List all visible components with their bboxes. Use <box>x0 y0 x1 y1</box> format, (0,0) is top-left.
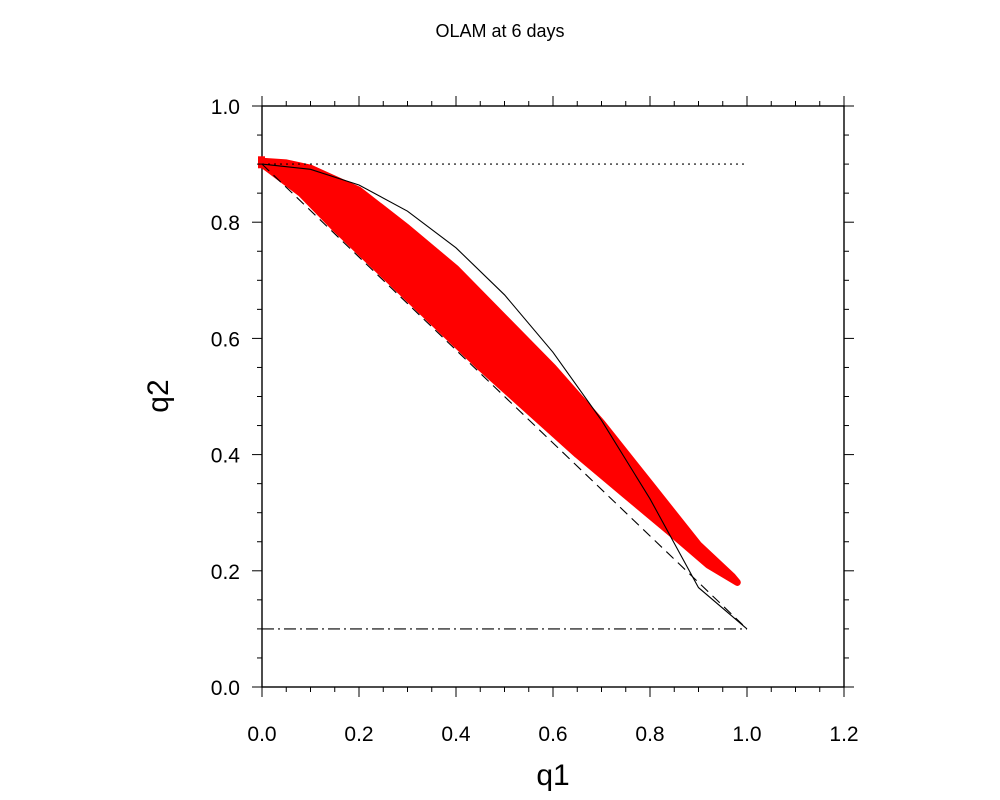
reference-line-curve <box>261 163 748 630</box>
reference-line-dashed <box>261 163 748 630</box>
x-tick-label: 0.2 <box>344 723 373 746</box>
y-tick-label: 0.6 <box>211 328 240 351</box>
axis-ticks <box>252 96 854 697</box>
y-tick-label: 0.8 <box>211 212 240 235</box>
reference-lines <box>261 163 748 630</box>
x-tick-label: 0.4 <box>441 723 471 746</box>
y-tick-label: 1.0 <box>211 96 240 119</box>
x-tick-label: 1.0 <box>732 723 761 746</box>
y-tick-label: 0.2 <box>211 561 240 584</box>
y-axis-label: q2 <box>142 379 175 412</box>
x-tick-label: 0.8 <box>635 723 664 746</box>
x-tick-label: 1.2 <box>829 723 858 746</box>
x-axis-label: q1 <box>536 759 569 792</box>
scatter-points <box>258 156 741 586</box>
scatter-region <box>258 157 741 586</box>
x-tick-labels: 0.0 0.2 0.4 0.6 0.8 1.0 1.2 <box>247 723 858 746</box>
x-tick-label: 0.6 <box>538 723 567 746</box>
scatter-start-cluster <box>258 156 265 169</box>
y-tick-label: 0.0 <box>211 677 240 700</box>
y-tick-labels: 0.0 0.2 0.4 0.6 0.8 1.0 <box>211 96 241 700</box>
x-tick-label: 0.0 <box>247 723 276 746</box>
y-tick-label: 0.4 <box>211 445 241 468</box>
chart-title: OLAM at 6 days <box>435 21 564 41</box>
